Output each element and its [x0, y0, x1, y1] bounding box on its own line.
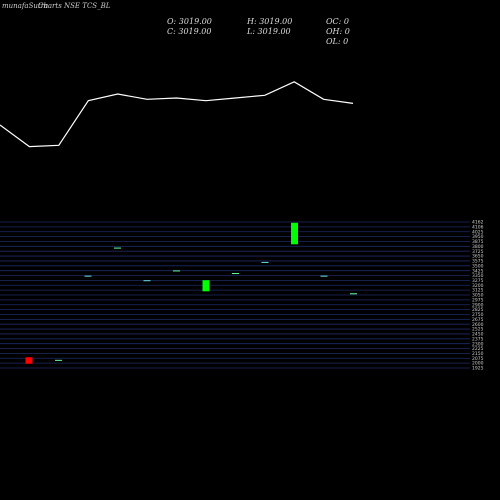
y-tick-label: 2975 — [472, 297, 484, 303]
y-tick-label: 3425 — [472, 268, 484, 274]
y-tick-label: 3350 — [472, 273, 484, 279]
y-tick-label: 3275 — [472, 278, 484, 284]
y-tick-label: 2375 — [472, 336, 484, 342]
candle — [143, 280, 151, 282]
candle — [25, 357, 33, 364]
oh-value: OH: 0 — [326, 27, 350, 36]
oc-value: OC: 0 — [326, 17, 350, 26]
y-tick-label: 3575 — [472, 259, 484, 265]
y-tick-label: 2600 — [472, 322, 484, 328]
y-tick-label: 2225 — [472, 346, 484, 352]
y-tick-label: 2075 — [472, 356, 484, 362]
y-tick-label: 3875 — [472, 239, 484, 245]
close-value: C: 3019.00 — [167, 27, 212, 36]
grid-lines — [0, 221, 470, 369]
y-tick-label: 3125 — [472, 288, 484, 294]
candle — [202, 280, 210, 292]
low-value: L: 3019.00 — [247, 27, 291, 36]
y-tick-label: 1925 — [472, 366, 484, 372]
y-tick-label: 2900 — [472, 302, 484, 308]
y-tick-label: 3200 — [472, 283, 484, 289]
y-tick-label: 3800 — [472, 244, 484, 250]
ol-value: OL: 0 — [326, 37, 349, 46]
y-tick-label: 2750 — [472, 312, 484, 318]
site-name: munafaSutra — [2, 2, 49, 10]
candle — [261, 261, 269, 263]
y-tick-label: 2000 — [472, 361, 484, 367]
y-tick-label: 3650 — [472, 254, 484, 260]
y-tick-label: 3725 — [472, 249, 484, 255]
candle — [114, 247, 121, 249]
y-tick-label: 2450 — [472, 332, 484, 338]
y-tick-label: 4162 — [472, 220, 484, 226]
y-tick-label: 4025 — [472, 229, 484, 235]
chart-title: Charts NSE TCS_BL — [38, 2, 111, 10]
candles — [25, 222, 357, 364]
candle — [320, 275, 328, 277]
y-tick-label: 2300 — [472, 341, 484, 347]
high-value: H: 3019.00 — [247, 17, 293, 26]
y-tick-label: 2825 — [472, 307, 484, 313]
open-value: O: 3019.00 — [167, 17, 212, 26]
y-tick-label: 3050 — [472, 293, 484, 299]
y-tick-label: 3500 — [472, 263, 484, 269]
candle — [84, 275, 92, 277]
y-tick-label: 2525 — [472, 327, 484, 333]
candle — [291, 222, 298, 245]
y-tick-label: 2675 — [472, 317, 484, 323]
y-tick-label: 4106 — [472, 224, 484, 230]
y-axis-ticks: 4162410640253950387538003725365035753500… — [472, 220, 484, 372]
trend-line — [0, 81, 354, 148]
candle — [173, 270, 180, 272]
y-tick-label: 2150 — [472, 351, 484, 357]
y-tick-label: 3950 — [472, 234, 484, 240]
candle — [232, 273, 239, 275]
candle — [55, 359, 62, 361]
candle — [350, 293, 357, 295]
